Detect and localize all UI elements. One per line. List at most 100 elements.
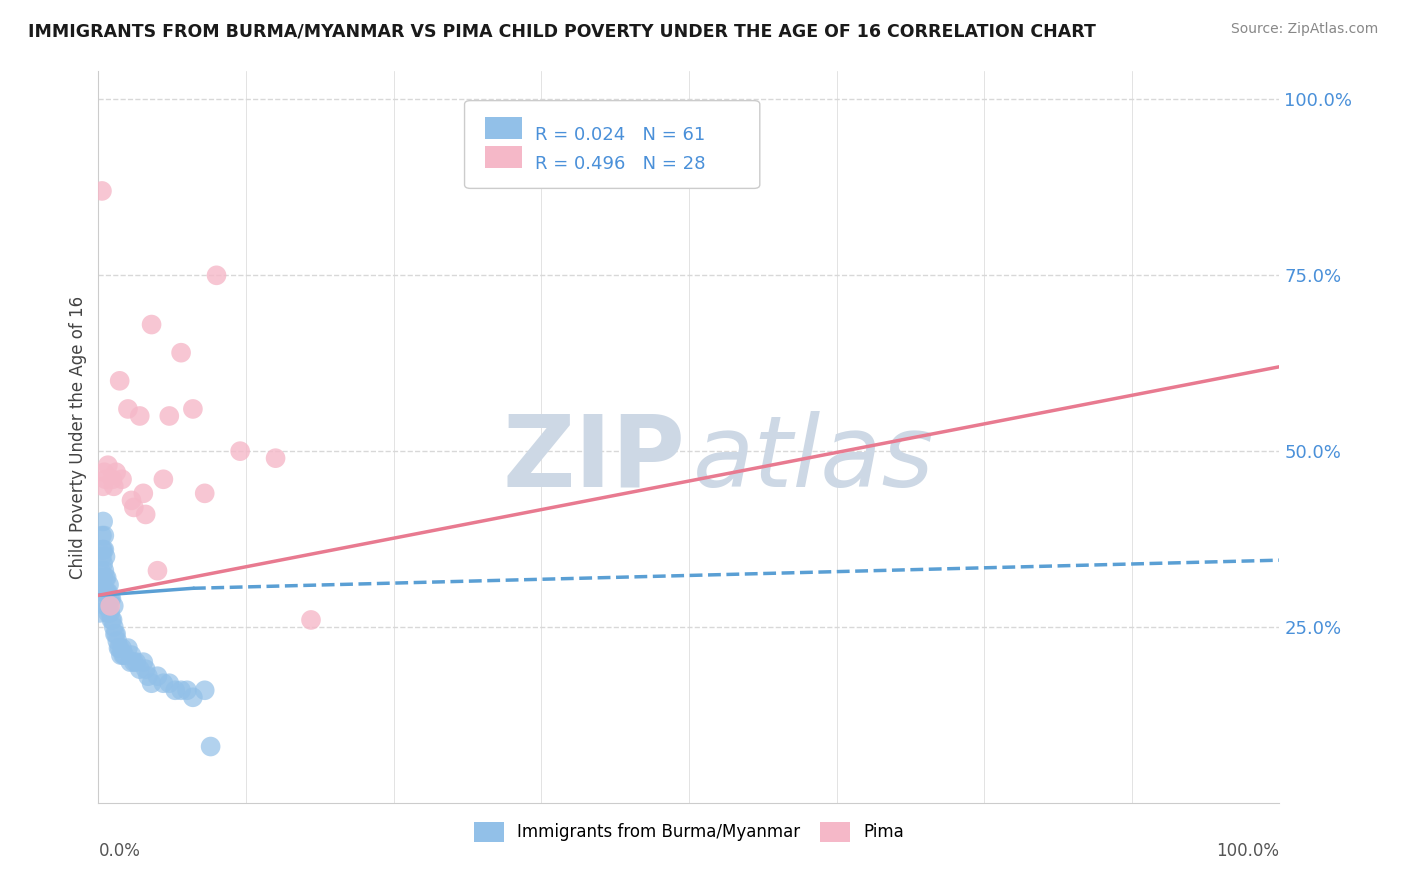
Point [105, 465, 128, 479]
Point [101, 613, 124, 627]
Point [93, 542, 115, 557]
Point [98, 591, 121, 606]
Point [132, 655, 155, 669]
Text: 0.0%: 0.0% [98, 842, 141, 860]
Point [117, 641, 139, 656]
Point [91, 557, 114, 571]
Point [94, 584, 117, 599]
Point [136, 669, 159, 683]
Point [94, 549, 117, 564]
Point [194, 683, 217, 698]
Text: IMMIGRANTS FROM BURMA/MYANMAR VS PIMA CHILD POVERTY UNDER THE AGE OF 16 CORRELAT: IMMIGRANTS FROM BURMA/MYANMAR VS PIMA CH… [28, 22, 1097, 40]
Y-axis label: Child Poverty Under the Age of 16: Child Poverty Under the Age of 16 [69, 295, 87, 579]
Point [94, 472, 117, 486]
Point [91, 184, 114, 198]
Point [146, 564, 169, 578]
Point [94, 571, 117, 585]
Point [98, 578, 121, 592]
Point [200, 739, 222, 754]
Point [125, 655, 148, 669]
Point [98, 599, 121, 613]
Point [110, 648, 132, 662]
Point [97, 584, 120, 599]
Text: ZIP: ZIP [502, 410, 685, 508]
Point [93, 584, 115, 599]
Point [100, 591, 122, 606]
Point [96, 584, 118, 599]
Point [112, 648, 135, 662]
Point [90, 564, 112, 578]
Point [205, 268, 228, 283]
Point [146, 669, 169, 683]
Point [103, 479, 125, 493]
Point [157, 676, 180, 690]
Point [104, 627, 127, 641]
Point [141, 676, 163, 690]
Point [97, 458, 120, 473]
Point [91, 571, 114, 585]
Point [128, 662, 150, 676]
Point [91, 549, 114, 564]
Point [299, 613, 322, 627]
Point [91, 571, 114, 585]
Point [91, 515, 114, 529]
Point [181, 401, 204, 416]
Point [93, 528, 115, 542]
Point [264, 451, 287, 466]
Point [91, 542, 114, 557]
Point [122, 655, 145, 669]
Bar [485, 146, 523, 168]
Point [96, 599, 118, 613]
Text: R = 0.496   N = 28: R = 0.496 N = 28 [536, 155, 706, 173]
Point [135, 662, 157, 676]
Point [170, 345, 193, 359]
Point [176, 683, 198, 698]
Point [111, 472, 134, 486]
Point [152, 472, 174, 486]
Text: Source: ZipAtlas.com: Source: ZipAtlas.com [1230, 22, 1378, 37]
Point [105, 627, 128, 641]
Point [181, 690, 204, 705]
FancyBboxPatch shape [464, 101, 759, 188]
Point [112, 648, 135, 662]
Point [89, 606, 111, 620]
Point [117, 401, 139, 416]
Point [170, 683, 193, 698]
Point [108, 374, 131, 388]
Legend: Immigrants from Burma/Myanmar, Pima: Immigrants from Burma/Myanmar, Pima [474, 822, 904, 842]
Text: R = 0.024   N = 61: R = 0.024 N = 61 [536, 127, 706, 145]
Point [107, 641, 129, 656]
Point [194, 486, 217, 500]
Point [98, 599, 121, 613]
Point [96, 571, 118, 585]
Point [91, 528, 114, 542]
Point [122, 500, 145, 515]
Point [105, 634, 128, 648]
Point [94, 599, 117, 613]
Point [103, 599, 125, 613]
Bar [485, 117, 523, 138]
Point [98, 606, 121, 620]
Point [93, 564, 115, 578]
Point [91, 542, 114, 557]
Point [120, 655, 142, 669]
Point [111, 641, 134, 656]
Point [93, 465, 115, 479]
Point [229, 444, 252, 458]
Point [165, 683, 187, 698]
Text: 100.0%: 100.0% [1216, 842, 1279, 860]
Point [132, 486, 155, 500]
Point [90, 584, 112, 599]
Point [108, 641, 131, 656]
Point [128, 409, 150, 423]
Point [141, 318, 163, 332]
Point [152, 676, 174, 690]
Point [97, 606, 120, 620]
Point [100, 613, 122, 627]
Point [135, 508, 157, 522]
Point [121, 648, 143, 662]
Point [157, 409, 180, 423]
Point [101, 472, 124, 486]
Point [121, 493, 143, 508]
Text: atlas: atlas [693, 410, 934, 508]
